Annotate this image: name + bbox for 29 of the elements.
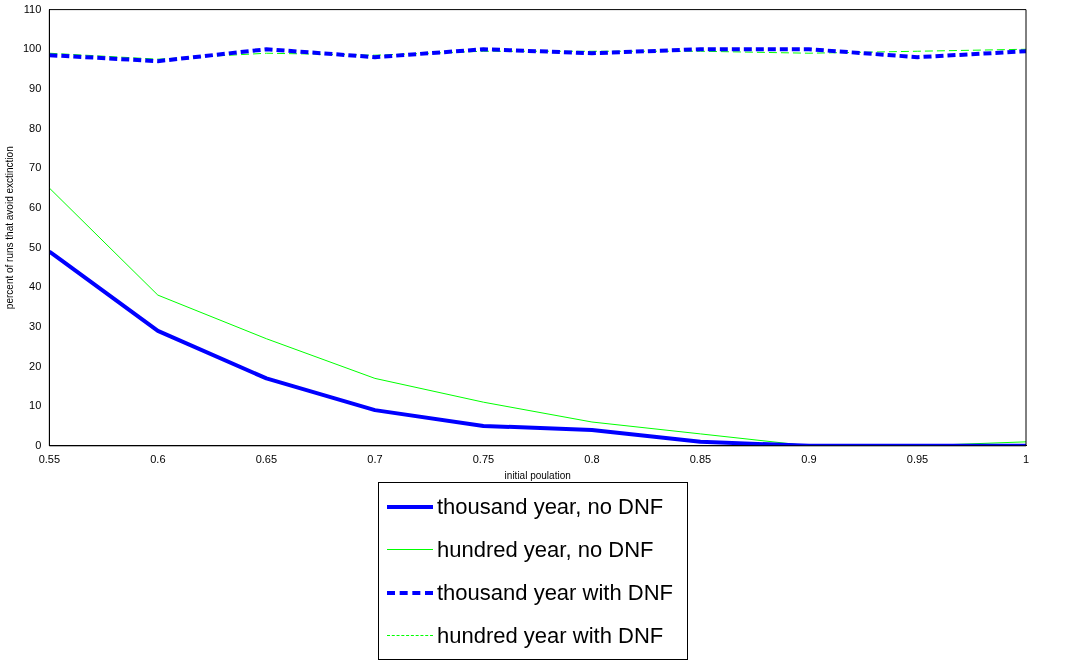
y-tick-label: 0	[35, 438, 42, 451]
legend-label: hundred year with DNF	[437, 622, 664, 649]
legend-label: thousand year, no DNF	[437, 493, 664, 520]
y-tick-label: 100	[22, 42, 42, 55]
x-tick-label: 0.95	[906, 453, 929, 466]
legend-label: hundred year, no DNF	[437, 536, 654, 563]
y-tick-label: 90	[29, 81, 42, 94]
x-tick-label: 0.65	[255, 453, 278, 466]
y-tick-label: 20	[29, 359, 42, 372]
x-tick-label: 0.55	[38, 453, 61, 466]
y-tick-label: 50	[29, 240, 42, 253]
y-tick-label: 110	[23, 2, 42, 15]
x-tick-label: 0.7	[367, 453, 383, 466]
y-tick-label: 60	[29, 200, 42, 213]
x-tick-label: 0.8	[584, 453, 600, 466]
y-tick-label: 40	[29, 280, 42, 293]
x-tick-label: 0.85	[689, 453, 712, 466]
legend-label: thousand year with DNF	[437, 579, 673, 606]
y-tick-label: 70	[29, 161, 42, 174]
y-axis-title: percent of runs that avoid exctinction	[3, 146, 15, 310]
x-tick-label: 1	[1022, 453, 1030, 466]
line-series	[49, 47, 1026, 64]
x-axis-title: initial poulation	[504, 469, 571, 481]
x-tick-label: 0.6	[150, 453, 166, 466]
y-tick-label: 80	[29, 121, 42, 134]
x-tick-label: 0.9	[801, 453, 817, 466]
y-tick-label: 30	[29, 319, 42, 332]
x-tick-label: 0.75	[472, 453, 495, 466]
y-tick-label: 10	[29, 399, 42, 412]
